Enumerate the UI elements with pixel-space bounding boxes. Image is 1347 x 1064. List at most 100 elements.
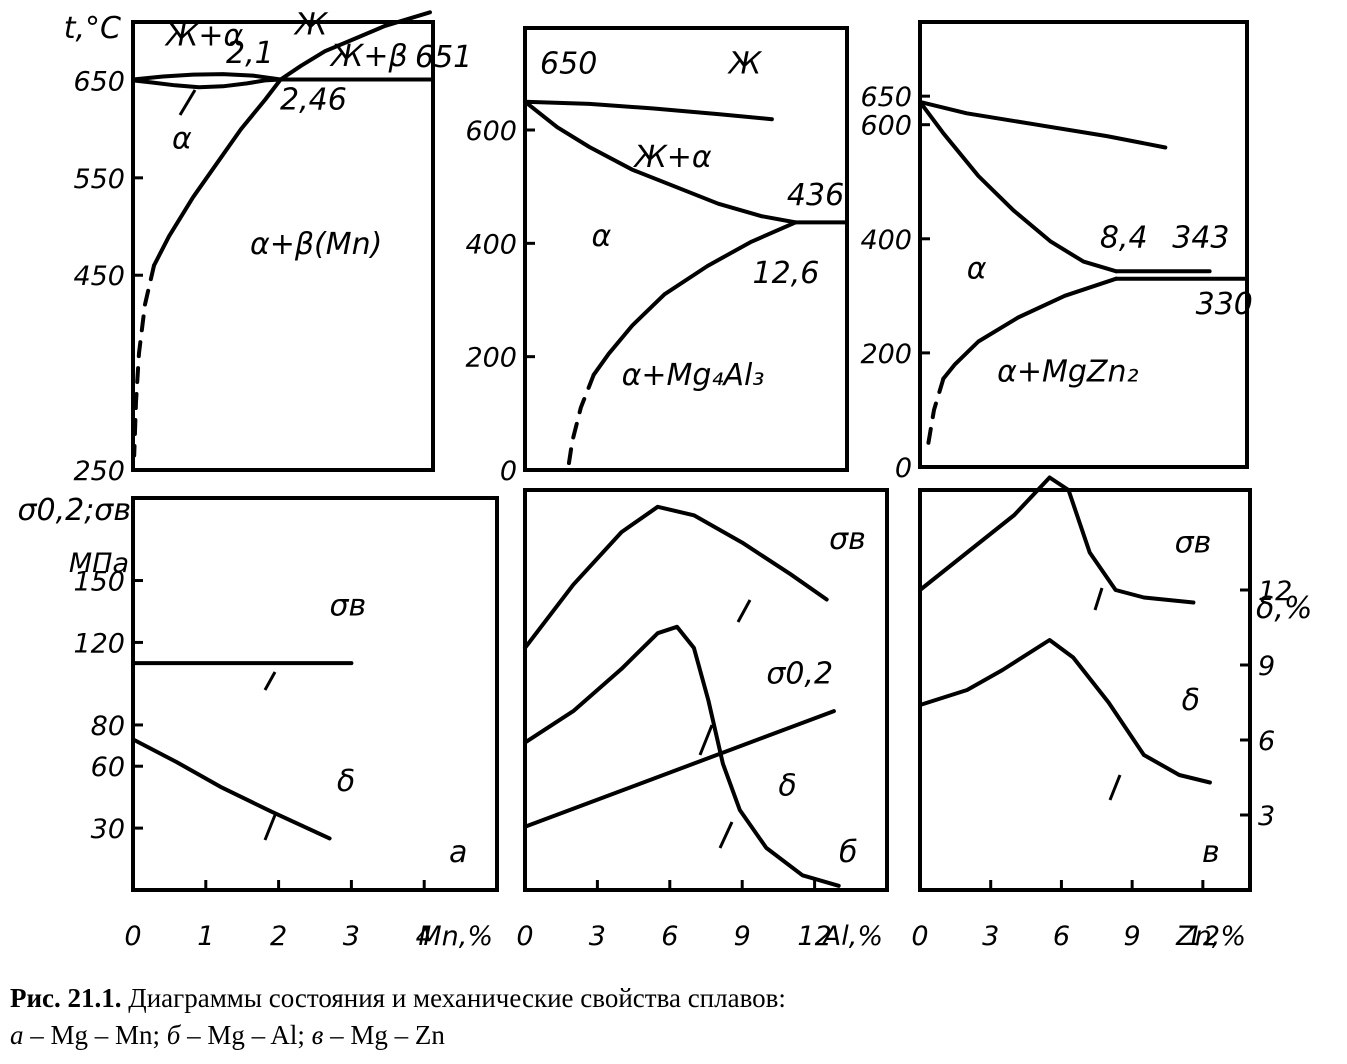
y-tick-label: 200	[860, 339, 912, 370]
x-tick-label: 0	[911, 921, 928, 952]
y-tick-label: 9	[1258, 651, 1275, 682]
annotation-label: 12,6	[753, 256, 820, 291]
y-tick-label: 60	[91, 752, 125, 783]
x-tick-label: 2	[270, 921, 287, 952]
x-tick-label: 3	[982, 921, 999, 952]
annotation-label: α+β(Mn)	[250, 227, 382, 262]
panel-letter: б	[839, 835, 858, 870]
annotation-label: Ж+α	[164, 18, 243, 53]
annotation-label: α+Mg₄Al₃	[622, 358, 765, 393]
annotation-label: Ж+α	[632, 140, 711, 175]
figure-canvas: 650 550 450 250 t,°C Ж+α Ж 2,1 Ж+β 651 2,46 α α+β(Mn…	[17, 8, 1312, 952]
y-tick-label: 600	[465, 116, 517, 147]
y-tick-label: 400	[465, 229, 517, 260]
leader-line	[718, 821, 734, 849]
annotation-label: σв	[829, 522, 866, 557]
x-tick-label: 3	[589, 921, 606, 952]
series-line-curve-3	[591, 220, 798, 377]
series-line-curve-4	[132, 263, 156, 458]
annotation-label: 330	[1196, 287, 1253, 322]
annotation-label: δ	[778, 768, 796, 803]
x-tick-label: 12	[797, 921, 831, 952]
annotation-label: α	[967, 252, 987, 287]
annotation-label: 8,4	[1100, 220, 1148, 255]
series-line-curve-4	[941, 276, 1119, 381]
leader-line	[1093, 587, 1104, 611]
annotation-label: α	[172, 122, 192, 157]
y-tick-label: 650	[73, 66, 125, 97]
x-tick-label: 4	[416, 921, 433, 952]
x-tick-label: 9	[734, 921, 751, 952]
leader-line	[736, 599, 752, 623]
y-tick-label: 0	[500, 456, 517, 487]
annotation-label: σ0,2	[766, 657, 833, 692]
y-tick-label: 550	[73, 164, 125, 195]
series-line-curve-0	[918, 99, 1168, 150]
leader-line	[263, 814, 277, 841]
x-tick-label: 0	[124, 921, 141, 952]
x-tick-label: 9	[1124, 921, 1141, 952]
y-tick-label: 650	[860, 82, 912, 113]
caption-v-text: – Mg – Zn	[323, 1020, 445, 1050]
y-tick-label: 12	[1258, 576, 1292, 607]
annotation-label: 436	[787, 178, 844, 213]
y-tick-label: 400	[860, 225, 912, 256]
annotation-label: 651	[415, 40, 472, 75]
annotation-label: δ	[337, 764, 355, 799]
y-axis-label: σ0,2;σв	[17, 493, 131, 528]
x-tick-label: 12	[1186, 921, 1220, 952]
series-line-curve-4	[565, 372, 596, 472]
y-tick-label: 120	[73, 628, 125, 659]
y-tick-label: 200	[465, 343, 517, 374]
annotation-label: 2,1	[226, 36, 274, 71]
caption-b-text: – Mg – Al;	[180, 1020, 312, 1050]
y-tick-label: 80	[91, 711, 125, 742]
series-line-curve-3	[152, 77, 283, 268]
y-tick-label: 250	[73, 456, 125, 487]
caption-figure-number: Рис. 21.1.	[10, 983, 122, 1013]
annotation-label: δ	[1182, 683, 1200, 718]
y-tick-label: 150	[73, 567, 125, 598]
annotation-label: 2,46	[280, 83, 347, 118]
annotation-label: 343	[1172, 220, 1229, 255]
y-axis-label: t,°C	[64, 11, 121, 46]
caption-v-letter: в	[311, 1020, 324, 1050]
x-tick-label: 6	[1053, 921, 1070, 952]
caption-b-letter: б	[166, 1020, 181, 1050]
plot-frame-b_top	[523, 26, 849, 472]
y-tick-label: 30	[91, 814, 125, 845]
y-tick-label: 450	[73, 261, 125, 292]
leader-line	[1108, 774, 1122, 801]
series-line-σ0,2	[523, 709, 836, 829]
leader-line	[178, 89, 197, 116]
series-line-σв	[523, 504, 829, 650]
y-axis-label: δ,%	[1256, 591, 1312, 626]
x-axis-label: Al,%	[821, 921, 883, 952]
panel-letter: в	[1202, 835, 1220, 870]
plot-frame-v_top	[918, 20, 1249, 469]
annotation-label: σв	[330, 589, 367, 624]
series-line-curve-1	[523, 99, 798, 225]
plot-frame-v_bottom	[918, 488, 1252, 892]
y-tick-label: 6	[1258, 726, 1275, 757]
leader-line	[263, 671, 277, 691]
x-axis-label: Mn,%	[418, 921, 493, 952]
plot-frame-b_bottom	[523, 488, 889, 892]
annotation-label: 650	[540, 46, 597, 81]
figure-caption: Рис. 21.1. Диаграммы состояния и механич…	[10, 980, 1330, 1054]
x-tick-label: 3	[343, 921, 360, 952]
x-tick-label: 6	[661, 921, 678, 952]
annotation-label: Ж+β	[329, 39, 408, 74]
series-line-curve-1	[918, 99, 1119, 274]
series-line-δ	[131, 737, 332, 841]
leader-line	[698, 724, 714, 756]
caption-title: Диаграммы состояния и механические свойс…	[121, 983, 786, 1013]
series-line-curve-0	[131, 10, 432, 90]
series-line-curve-5	[926, 376, 946, 447]
caption-a-text: – Mg – Mn;	[23, 1020, 167, 1050]
caption-a-letter: а	[10, 1020, 24, 1050]
annotation-label: Ж	[727, 46, 763, 81]
annotation-label: α	[592, 219, 612, 254]
y-axis-unit-label: МПа	[69, 548, 129, 579]
y-tick-label: 600	[860, 111, 912, 142]
